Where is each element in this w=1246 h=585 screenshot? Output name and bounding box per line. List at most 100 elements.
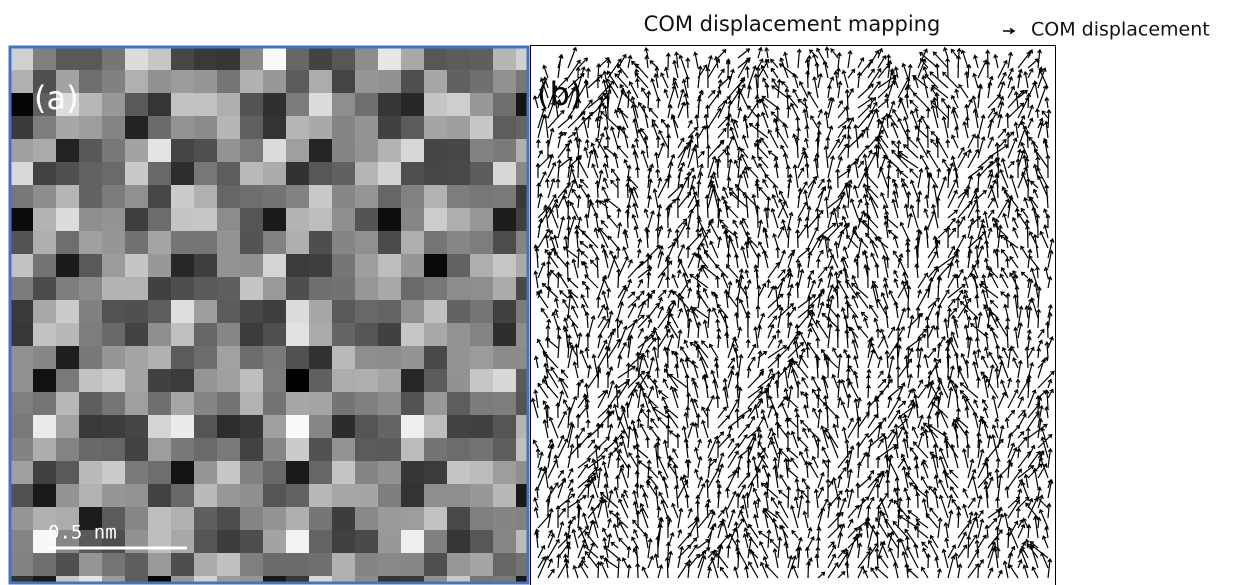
panel-b-label: (b) <box>537 75 582 113</box>
pixel <box>194 530 217 553</box>
pixel <box>355 185 378 208</box>
pixel <box>171 70 194 93</box>
pixel <box>240 231 263 254</box>
pixel <box>125 461 148 484</box>
pixel <box>33 415 56 438</box>
pixel <box>401 530 424 553</box>
pixel <box>125 162 148 185</box>
pixel <box>332 415 355 438</box>
pixel <box>447 369 470 392</box>
pixel <box>286 415 309 438</box>
pixel <box>309 277 332 300</box>
pixel <box>217 507 240 530</box>
pixel <box>79 185 102 208</box>
pixel <box>286 300 309 323</box>
pixel <box>447 576 470 583</box>
pixel <box>102 300 125 323</box>
pixel <box>424 415 447 438</box>
pixel <box>355 530 378 553</box>
pixel <box>286 346 309 369</box>
pixel <box>33 139 56 162</box>
pixel <box>263 484 286 507</box>
pixel <box>194 70 217 93</box>
pixel <box>102 369 125 392</box>
pixel <box>125 484 148 507</box>
pixel <box>493 185 516 208</box>
pixel <box>447 162 470 185</box>
pixel <box>102 231 125 254</box>
pixel <box>470 139 493 162</box>
pixel <box>148 507 171 530</box>
pixel <box>125 208 148 231</box>
pixel <box>10 300 33 323</box>
pixel <box>401 277 424 300</box>
pixel <box>102 139 125 162</box>
pixel <box>355 162 378 185</box>
pixel <box>516 254 528 277</box>
pixel <box>56 70 79 93</box>
pixel <box>240 70 263 93</box>
pixel <box>309 346 332 369</box>
pixel <box>79 116 102 139</box>
pixel <box>194 208 217 231</box>
pixel <box>493 277 516 300</box>
pixel <box>424 277 447 300</box>
pixel <box>401 208 424 231</box>
pixel <box>470 231 493 254</box>
pixel <box>447 139 470 162</box>
pixel <box>378 47 401 70</box>
pixel <box>516 139 528 162</box>
pixel <box>355 254 378 277</box>
pixel <box>470 576 493 583</box>
pixel <box>309 484 332 507</box>
pixel <box>332 530 355 553</box>
pixel <box>470 553 493 576</box>
pixel <box>33 484 56 507</box>
pixel <box>263 208 286 231</box>
pixel <box>240 93 263 116</box>
pixel <box>447 47 470 70</box>
pixel <box>33 47 56 70</box>
pixel <box>401 507 424 530</box>
pixel <box>401 254 424 277</box>
pixel <box>332 576 355 583</box>
pixel <box>263 116 286 139</box>
pixel <box>240 208 263 231</box>
pixel <box>125 576 148 583</box>
pixel <box>56 185 79 208</box>
pixel <box>424 254 447 277</box>
pixel <box>424 346 447 369</box>
pixel <box>102 185 125 208</box>
pixel <box>217 369 240 392</box>
pixel <box>33 438 56 461</box>
pixel <box>516 346 528 369</box>
pixel <box>56 323 79 346</box>
pixel <box>470 461 493 484</box>
pixel <box>401 47 424 70</box>
pixel <box>516 507 528 530</box>
pixel <box>148 277 171 300</box>
pixel <box>263 553 286 576</box>
pixel <box>171 47 194 70</box>
pixel <box>493 438 516 461</box>
pixel <box>148 415 171 438</box>
pixel <box>424 231 447 254</box>
pixel <box>102 484 125 507</box>
pixel <box>263 323 286 346</box>
pixel <box>79 70 102 93</box>
pixel <box>424 461 447 484</box>
pixel <box>493 507 516 530</box>
pixel <box>378 323 401 346</box>
pixel <box>493 162 516 185</box>
pixel <box>470 47 493 70</box>
pixel <box>263 438 286 461</box>
pixel <box>516 208 528 231</box>
pixel <box>309 461 332 484</box>
pixel <box>286 254 309 277</box>
pixel <box>56 300 79 323</box>
pixel <box>240 461 263 484</box>
pixel <box>79 277 102 300</box>
pixel <box>194 300 217 323</box>
pixel <box>424 139 447 162</box>
pixel <box>217 323 240 346</box>
